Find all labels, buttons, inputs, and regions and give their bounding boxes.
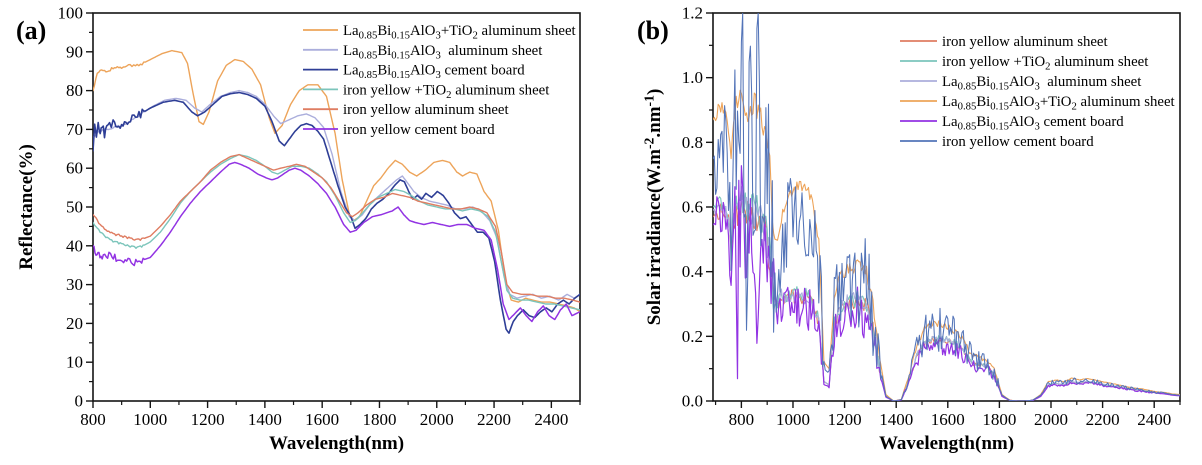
legend-label-iron-yellow-cement-board: iron yellow cement board [343, 122, 495, 138]
y-tick-label: 50 [66, 198, 83, 217]
x-tick-label: 800 [80, 410, 106, 429]
panel-a-tag: (a) [16, 16, 47, 45]
y-tick-label: 100 [58, 4, 84, 23]
x-tick-label: 2200 [477, 410, 511, 429]
series-line-labi-alo3-cement-board [93, 91, 580, 334]
y-tick-label: 1.2 [682, 4, 703, 23]
legend-label-iron-yellow-tio2-al-sheet: iron yellow +TiO2 aluminum sheet [942, 54, 1149, 73]
series-line-iron-yellow-cement-board [713, 13, 1180, 401]
panel-b-tag: (b) [637, 16, 669, 45]
y-axis-title: Solar irradiance(W.m-2.nm-1) [642, 89, 666, 326]
legend-label-iron-yellow-al-sheet: iron yellow aluminum sheet [343, 102, 510, 118]
legend-label-iron-yellow-al-sheet: iron yellow aluminum sheet [942, 34, 1109, 50]
x-tick-label: 1400 [879, 410, 913, 429]
x-axis-title: Wavelength(nm) [879, 433, 1014, 454]
series-line-iron-yellow-cement-board [93, 161, 580, 323]
y-tick-label: 1.0 [682, 68, 703, 87]
y-tick-label: 0.0 [682, 392, 703, 411]
y-tick-label: 0.6 [682, 198, 703, 217]
legend: La0.85Bi0.15AlO3+TiO2 aluminum sheetLa0.… [303, 23, 577, 138]
series-line-labi-alo3-tio2-al-sheet [713, 89, 1180, 401]
legend-label-labi-alo3-al-sheet: La0.85Bi0.15AlO3 aluminum sheet [343, 43, 543, 62]
y-tick-label: 30 [66, 275, 83, 294]
panel-a-chart: 800 1000 1200 1400 1600 1800 2000 2200 2400 0 10 20… [16, 4, 581, 454]
y-tick-label: 60 [66, 159, 83, 178]
x-tick-label: 800 [729, 410, 755, 429]
y-tick-label: 20 [66, 314, 83, 333]
x-tick-label: 1600 [305, 410, 339, 429]
y-tick-label: 80 [66, 81, 83, 100]
series-group [713, 13, 1180, 401]
x-tick-label: 2200 [1086, 410, 1120, 429]
x-axis-title: Wavelength(nm) [269, 433, 404, 454]
panel-b-chart: 800 1000 1200 1400 1600 1800 2000 2200 2400 0.0 0.… [642, 4, 1181, 454]
x-tick-label: 1200 [828, 410, 862, 429]
legend-label-labi-alo3-al-sheet: La0.85Bi0.15AlO3 aluminum sheet [942, 74, 1142, 93]
series-line-labi-alo3-tio2-al-sheet [93, 49, 580, 313]
axes: 800 1000 1200 1400 1600 1800 2000 2200 2400 0 10 20… [58, 4, 581, 429]
y-tick-label: 0.2 [682, 327, 703, 346]
y-tick-label: 70 [66, 120, 83, 139]
x-tick-label: 2000 [1034, 410, 1068, 429]
y-tick-label: 0.8 [682, 133, 703, 152]
x-tick-label: 1000 [133, 410, 167, 429]
y-tick-label: 0.4 [682, 262, 704, 281]
x-tick-label: 2400 [534, 410, 568, 429]
legend-label-iron-yellow-tio2-al-sheet: iron yellow +TiO2 aluminum sheet [343, 82, 550, 101]
x-tick-label: 1200 [191, 410, 225, 429]
y-axis-title: Reflectance(%) [16, 144, 37, 270]
x-tick-label: 2400 [1137, 410, 1171, 429]
legend: iron yellow aluminum sheet iron yellow +T… [900, 34, 1176, 150]
y-tick-label: 0 [75, 392, 84, 411]
x-tick-label: 1800 [982, 410, 1016, 429]
x-tick-label: 2000 [420, 410, 454, 429]
axes: 800 1000 1200 1400 1600 1800 2000 2200 2400 0.0 0.… [682, 4, 1181, 429]
y-tick-label: 10 [66, 353, 83, 372]
x-tick-label: 1400 [248, 410, 282, 429]
series-line-iron-yellow-tio2-al-sheet [713, 185, 1180, 401]
series-line-iron-yellow-al-sheet [93, 153, 580, 303]
legend-label-labi-alo3-cement-board: La0.85Bi0.15AlO3 cement board [942, 114, 1124, 133]
legend-label-labi-alo3-tio2-al-sheet: La0.85Bi0.15AlO3+TiO2 aluminum sheet [942, 94, 1176, 113]
series-line-labi-alo3-cement-board [713, 165, 1180, 401]
y-tick-label: 40 [66, 236, 83, 255]
x-tick-label: 1600 [931, 410, 965, 429]
series-group [93, 49, 580, 334]
y-tick-label: 90 [66, 42, 83, 61]
legend-label-labi-alo3-tio2-al-sheet: La0.85Bi0.15AlO3+TiO2 aluminum sheet [343, 23, 577, 42]
x-tick-label: 1000 [776, 410, 810, 429]
x-tick-label: 1800 [362, 410, 396, 429]
legend-label-iron-yellow-cement-board: iron yellow cement board [942, 134, 1094, 150]
legend-label-labi-alo3-cement-board: La0.85Bi0.15AlO3 cement board [343, 63, 525, 82]
